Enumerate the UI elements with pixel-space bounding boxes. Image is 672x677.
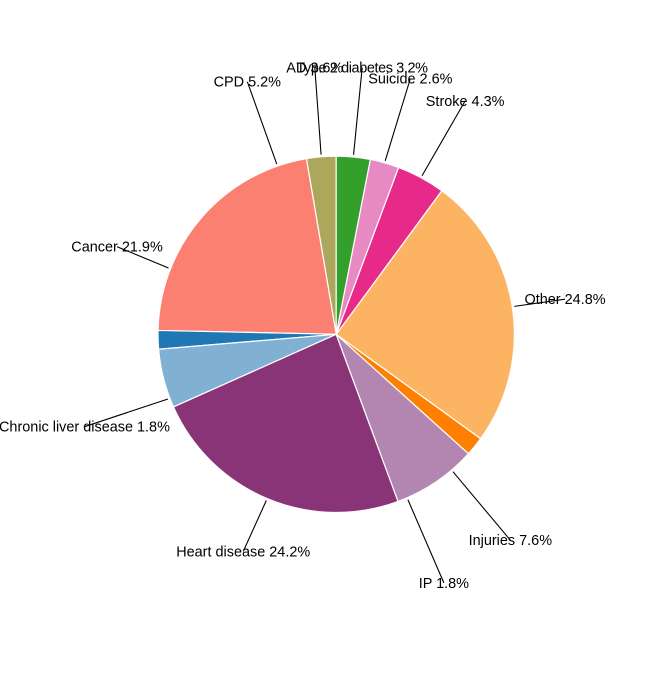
svg-text:Suicide 2.6%: Suicide 2.6% bbox=[368, 72, 452, 88]
svg-text:AD 3.6%: AD 3.6% bbox=[286, 60, 343, 76]
svg-text:Cancer 21.9%: Cancer 21.9% bbox=[71, 240, 163, 256]
svg-text:Type 2 diabetes 3.2%: Type 2 diabetes 3.2% bbox=[296, 60, 428, 76]
svg-text:Heart disease 24.2%: Heart disease 24.2% bbox=[176, 544, 310, 560]
svg-text:Injuries 7.6%: Injuries 7.6% bbox=[469, 533, 553, 549]
svg-text:IP 1.8%: IP 1.8% bbox=[419, 576, 469, 592]
svg-text:CPD 5.2%: CPD 5.2% bbox=[214, 75, 282, 91]
svg-text:Stroke 4.3%: Stroke 4.3% bbox=[426, 94, 505, 110]
svg-text:Other 24.8%: Other 24.8% bbox=[525, 292, 606, 308]
svg-text:Chronic liver disease 1.8%: Chronic liver disease 1.8% bbox=[0, 420, 170, 436]
